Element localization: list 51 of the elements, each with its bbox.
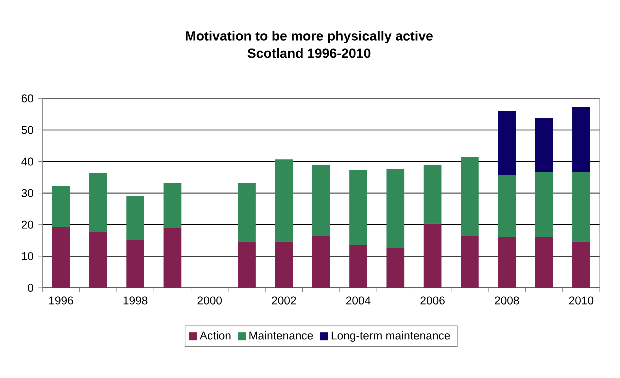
bar <box>238 184 256 242</box>
bar <box>126 240 144 288</box>
bar <box>89 232 108 288</box>
x-tick-label: 1998 <box>124 296 148 305</box>
bar <box>498 238 516 288</box>
y-tick-label: 60 <box>22 94 34 103</box>
x-tick-label: 1996 <box>49 296 74 305</box>
y-tick-label: 50 <box>22 126 34 134</box>
y-tick-label: 0 <box>28 284 34 292</box>
bar <box>535 118 554 173</box>
y-tick-label: 30 <box>22 189 34 198</box>
chart-title: Motivation to be more physically active <box>186 31 433 44</box>
chart-subtitle: Scotland 1996-2010 <box>248 48 371 58</box>
bar <box>312 166 330 236</box>
bar <box>52 227 70 288</box>
x-tick-label: 2008 <box>495 296 520 305</box>
y-tick-label: 40 <box>22 158 34 166</box>
legend-label: Action <box>200 331 231 340</box>
bar <box>572 172 590 242</box>
x-tick-label: 2000 <box>198 296 222 305</box>
bar <box>535 172 554 238</box>
bar <box>572 108 590 173</box>
bar <box>275 160 294 242</box>
bar <box>498 111 516 176</box>
bar <box>126 196 144 240</box>
bar <box>312 236 330 288</box>
legend-label: Maintenance <box>250 331 314 340</box>
bar <box>535 238 554 288</box>
bar <box>386 169 405 249</box>
bar <box>350 170 368 246</box>
bar <box>572 242 590 288</box>
y-tick-label: 10 <box>22 252 34 260</box>
bar <box>275 242 294 288</box>
legend-label: Long-term maintenance <box>332 331 450 342</box>
bar <box>164 184 182 228</box>
bar <box>238 242 256 288</box>
x-tick-label: 2004 <box>346 296 371 305</box>
bar <box>424 224 442 288</box>
bar <box>52 186 70 228</box>
bar <box>498 175 516 238</box>
x-tick-label: 2002 <box>272 296 296 305</box>
bar <box>350 245 368 288</box>
bar <box>461 236 479 288</box>
bar <box>89 173 108 232</box>
bar <box>461 157 479 236</box>
bar <box>386 248 405 288</box>
x-tick-label: 2006 <box>420 296 445 305</box>
bar <box>424 166 442 224</box>
y-tick-label: 20 <box>22 220 34 229</box>
x-tick-label: 2010 <box>569 296 594 305</box>
bar <box>164 228 182 288</box>
